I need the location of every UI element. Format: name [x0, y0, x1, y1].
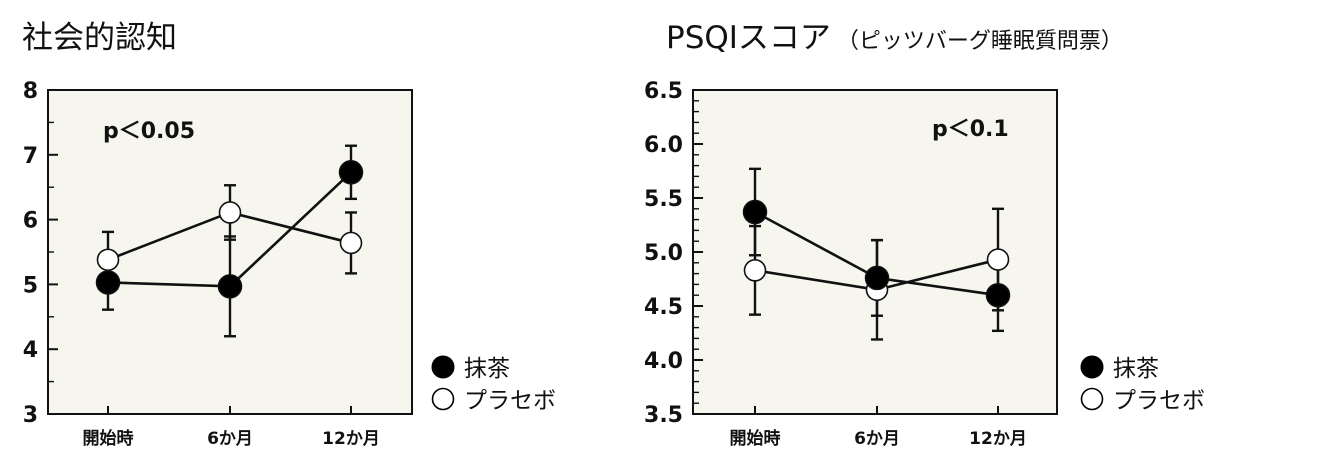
series-layer	[742, 167, 1011, 341]
legend-label-matcha: 抹茶	[464, 356, 510, 382]
chart-subtitle: （ピッツバーグ睡眠質問票）	[837, 29, 1123, 54]
legend-label-placebo: プラセボ	[1113, 388, 1205, 414]
data-point-matcha	[338, 160, 364, 185]
data-point-placebo	[218, 201, 242, 224]
x-tick-label: 開始時	[730, 428, 781, 449]
y-tick-label: 3	[23, 403, 38, 428]
y-tick-label: 4.5	[644, 295, 683, 320]
chart-psqi-score: PSQIスコア （ピッツバーグ睡眠質問票） p＜0.1 3.5 4.0 4.5 5.0 5…	[644, 20, 1123, 449]
x-axis: 開始時 6か月 12か月	[730, 406, 1027, 449]
legend-label-placebo: プラセボ	[464, 388, 556, 414]
data-point-placebo	[986, 248, 1010, 271]
y-minor-ticks	[48, 121, 54, 383]
legend-left: 抹茶 プラセボ	[431, 355, 556, 414]
y-tick-label: 6.0	[644, 133, 683, 158]
y-axis: 3 4 5 6 7 8	[23, 79, 58, 428]
y-tick-label: 5	[23, 273, 38, 298]
data-point-matcha	[985, 282, 1011, 308]
chart-title: PSQIスコア （ピッツバーグ睡眠質問票）	[666, 20, 1123, 56]
data-point-matcha	[217, 274, 243, 299]
y-tick-label: 7	[23, 144, 38, 169]
legend-marker-filled	[431, 355, 455, 379]
chart-title: 社会的認知	[22, 20, 177, 56]
data-point-matcha	[742, 199, 768, 225]
data-point-matcha	[864, 265, 890, 291]
legend-marker-filled	[1080, 355, 1104, 379]
y-minor-ticks	[693, 100, 699, 404]
y-tick-label: 5.0	[644, 241, 683, 266]
significance-annotation: p＜0.1	[932, 117, 1009, 142]
chart-title-main: PSQIスコア	[666, 20, 831, 56]
y-tick-label: 6.5	[644, 79, 683, 104]
legend-label-matcha: 抹茶	[1113, 356, 1159, 382]
y-tick-label: 8	[23, 79, 38, 104]
significance-annotation: p＜0.05	[103, 119, 195, 144]
legend-right: 抹茶 プラセボ	[1080, 355, 1205, 414]
x-tick-label: 6か月	[207, 429, 253, 449]
x-tick-label: 開始時	[83, 428, 134, 449]
y-tick-label: 5.5	[644, 187, 683, 212]
x-tick-label: 12か月	[322, 429, 380, 449]
legend-marker-open	[1080, 387, 1104, 411]
x-tick-label: 6か月	[854, 429, 900, 449]
x-tick-label: 12か月	[969, 429, 1027, 449]
x-axis: 開始時 6か月 12か月	[83, 406, 380, 449]
chart-social-cognition: 社会的認知 p＜0.05 3 4 5 6 7 8 開始時 6か月 12か月	[22, 20, 413, 449]
y-tick-label: 4	[23, 338, 38, 363]
y-tick-label: 3.5	[644, 403, 683, 428]
data-point-matcha	[95, 270, 121, 295]
data-point-placebo	[339, 231, 363, 255]
y-tick-label: 6	[23, 209, 38, 234]
data-point-placebo	[96, 248, 120, 272]
y-axis: 3.5 4.0 4.5 5.0 5.5 6.0 6.5	[644, 79, 703, 428]
series-layer	[95, 144, 364, 338]
legend-marker-open	[431, 387, 455, 411]
data-point-placebo	[743, 259, 767, 282]
y-tick-label: 4.0	[644, 349, 683, 374]
